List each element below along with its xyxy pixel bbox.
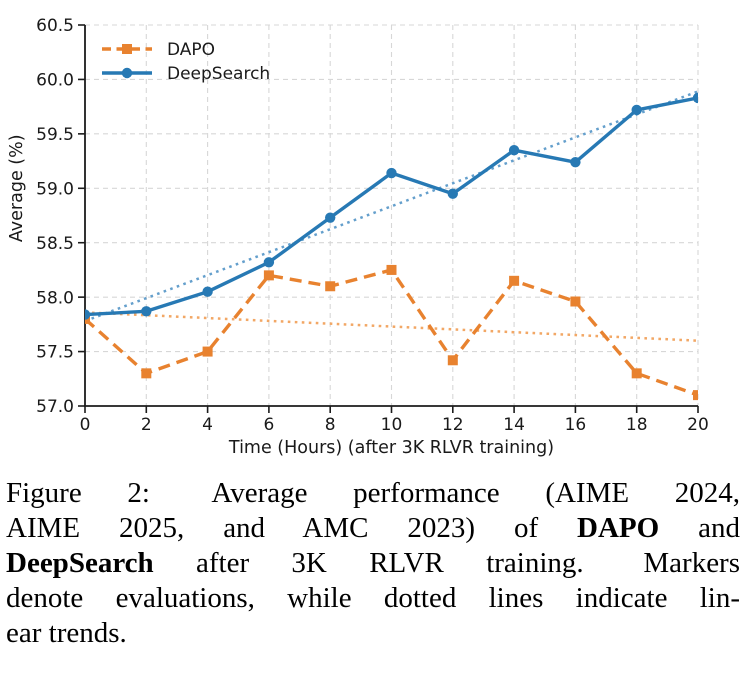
x-tick-label: 18 [626, 415, 648, 435]
data-point-marker [386, 167, 397, 179]
legend-marker [122, 44, 132, 54]
legend-entry-dapo: DAPO [102, 40, 215, 60]
caption-line: DeepSearch after 3K RLVR training. Marke… [6, 546, 740, 581]
data-point-marker [202, 286, 213, 297]
data-point-marker [263, 270, 274, 281]
figure-caption: Figure 2: Average performance (AIME 2024… [0, 476, 746, 651]
caption-line: Figure 2: Average performance (AIME 2024… [6, 476, 740, 511]
deepsearch-markers [85, 92, 698, 320]
data-point-marker [325, 281, 336, 292]
data-point-marker [693, 390, 698, 401]
data-point-marker [631, 104, 642, 116]
caption-text: after 3K RLVR training. [196, 547, 584, 579]
legend-marker [121, 67, 133, 79]
data-point-marker [263, 257, 275, 268]
y-tick-label: 57.0 [36, 397, 74, 417]
data-point-marker [570, 296, 581, 307]
legend-label: DAPO [167, 40, 215, 60]
x-tick-label: 6 [263, 415, 274, 435]
data-point-marker [570, 156, 581, 168]
y-tick-label: 57.5 [36, 343, 74, 363]
caption-text: Markers [643, 547, 741, 579]
legend: DAPO DeepSearch [102, 40, 270, 84]
legend-label: DeepSearch [167, 64, 270, 84]
y-axis-ticks: 57.0 57.5 58.0 58.5 59.0 59.5 60.0 60.5 [36, 16, 85, 417]
x-tick-label: 2 [141, 415, 152, 435]
x-tick-label: 14 [503, 415, 525, 435]
caption-bold-term: DeepSearch [6, 547, 154, 579]
data-point-marker [508, 144, 520, 156]
data-point-marker [692, 92, 698, 104]
x-tick-label: 10 [381, 415, 403, 435]
data-point-marker [631, 368, 642, 379]
caption-text: Average performance (AIME 2024, [211, 477, 740, 509]
y-tick-label: 58.5 [36, 234, 74, 254]
data-point-marker [202, 346, 213, 357]
data-point-marker [509, 275, 520, 286]
y-tick-label: 58.0 [36, 288, 74, 308]
x-tick-label: 0 [80, 415, 91, 435]
caption-text: denote evaluations, while dotted lines i… [6, 582, 740, 614]
caption-text: and [698, 512, 740, 544]
y-tick-label: 60.0 [36, 71, 74, 91]
caption-line: denote evaluations, while dotted lines i… [6, 581, 740, 616]
x-axis-label: Time (Hours) (after 3K RLVR training) [228, 438, 554, 458]
x-axis-ticks: 0 2 4 6 8 10 12 14 16 18 20 [80, 406, 709, 435]
caption-text: AIME 2025, and AMC 2023) of [6, 512, 539, 544]
x-tick-label: 8 [325, 415, 336, 435]
y-tick-label: 60.5 [36, 16, 74, 36]
x-tick-label: 4 [202, 415, 213, 435]
chart-area: 57.0 57.5 58.0 58.5 59.0 59.5 60.0 60.5 0 2 4 6 8 10 1… [7, 16, 709, 458]
y-tick-label: 59.0 [36, 179, 74, 199]
data-point-marker [325, 212, 336, 223]
caption-line: AIME 2025, and AMC 2023) of DAPO and [6, 511, 740, 546]
caption-bold-term: DAPO [577, 512, 660, 544]
data-point-marker [386, 264, 397, 275]
y-tick-label: 59.5 [36, 125, 74, 145]
caption-line: ear trends. [6, 616, 740, 651]
performance-chart: 57.0 57.5 58.0 58.5 59.0 59.5 60.0 60.5 0 2 4 6 8 10 1… [7, 16, 709, 458]
data-point-marker [141, 368, 152, 379]
data-point-marker [447, 355, 458, 366]
y-axis-label: Average (%) [7, 134, 27, 242]
x-tick-label: 12 [442, 415, 464, 435]
data-point-marker [447, 188, 458, 199]
data-point-marker [85, 309, 91, 320]
caption-text: ear trends. [6, 617, 127, 649]
dapo-trend-line [85, 311, 698, 342]
x-tick-label: 16 [565, 415, 587, 435]
data-point-marker [141, 306, 152, 317]
legend-entry-deepsearch: DeepSearch [102, 64, 270, 84]
plot-series [85, 90, 698, 401]
gridlines [85, 24, 699, 406]
x-tick-label: 20 [687, 415, 709, 435]
caption-text: Figure 2: [6, 477, 150, 509]
